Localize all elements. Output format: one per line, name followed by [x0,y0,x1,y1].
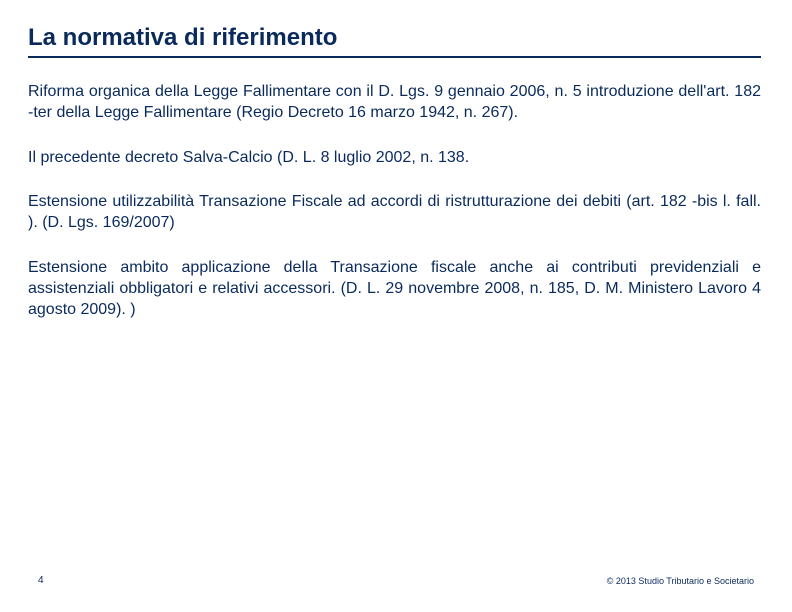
slide-title: La normativa di riferimento [28,24,764,52]
paragraph-3: Estensione utilizzabilità Transazione Fi… [28,192,761,234]
paragraph-4: Estensione ambito applicazione della Tra… [28,258,761,320]
slide-container: La normativa di riferimento Riforma orga… [0,0,792,612]
paragraph-2: Il precedente decreto Salva-Calcio (D. L… [28,148,761,169]
title-underline [28,56,761,58]
page-number: 4 [38,575,44,586]
paragraph-1: Riforma organica della Legge Fallimentar… [28,82,761,124]
copyright-text: © 2013 Studio Tributario e Societario [607,576,754,586]
